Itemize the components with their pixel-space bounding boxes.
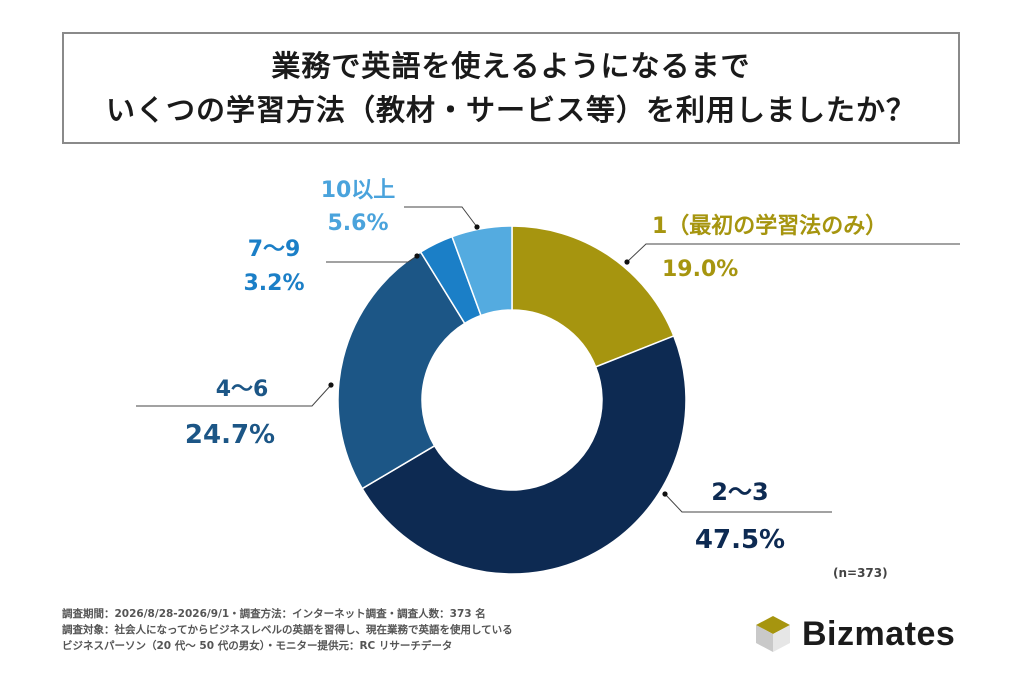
bizmates-logo-text: Bizmates	[802, 614, 956, 653]
leader-line-4-6	[136, 384, 332, 407]
category-label-1: 1（最初の学習法のみ）	[652, 213, 887, 239]
category-label-2-3: 2〜3	[711, 478, 768, 506]
donut-slice-2-3	[361, 334, 687, 575]
value-label-10-plus: 5.6%	[327, 211, 388, 236]
leader-line-2-3	[664, 493, 832, 513]
value-label-4-6: 24.7%	[185, 420, 275, 450]
value-label-7-9: 3.2%	[243, 271, 304, 296]
leader-dot-7-9	[414, 253, 420, 259]
leader-dot-4-6	[328, 382, 334, 388]
donut-slice-1	[511, 225, 675, 368]
donut-slice-10-plus	[451, 225, 513, 317]
category-label-7-9: 7〜9	[248, 237, 301, 262]
value-label-1: 19.0%	[662, 257, 738, 282]
leader-line-1	[626, 243, 960, 263]
leader-dot-2-3	[662, 491, 668, 497]
category-label-4-6: 4〜6	[216, 377, 269, 402]
leader-dot-10-plus	[474, 224, 480, 230]
bizmates-logo: Bizmates	[754, 614, 955, 654]
survey-note-2: 調査対象：社会人になってからビジネスレベルの英語を習得し、現在業務で英語を使用し…	[62, 624, 513, 636]
chart-title-line2: いくつの学習方法（教材・サービス等）を利用しましたか？	[105, 93, 916, 127]
survey-note-1: 調査期間：2026/8/28-2026/9/1・調査方法：インターネット調査・調…	[62, 608, 486, 620]
leader-dot-1	[624, 259, 630, 265]
category-label-10-plus: 10以上	[321, 178, 396, 203]
bizmates-logo-mark-icon	[756, 616, 790, 652]
leader-line-10-plus	[404, 206, 478, 228]
chart-title-line1: 業務で英語を使えるようになるまで	[271, 49, 751, 83]
sample-size-label: (n=373)	[833, 566, 888, 580]
leader-line-7-9	[326, 255, 418, 263]
donut-slice-4-6	[337, 250, 466, 490]
survey-note-3: ビジネスパーソン（20 代〜 50 代の男女）・モニター提供元：RC リサーチデ…	[62, 640, 453, 652]
value-label-2-3: 47.5%	[695, 525, 785, 555]
title-box: 業務で英語を使えるようになるまで いくつの学習方法（教材・サービス等）を利用しま…	[62, 32, 960, 144]
